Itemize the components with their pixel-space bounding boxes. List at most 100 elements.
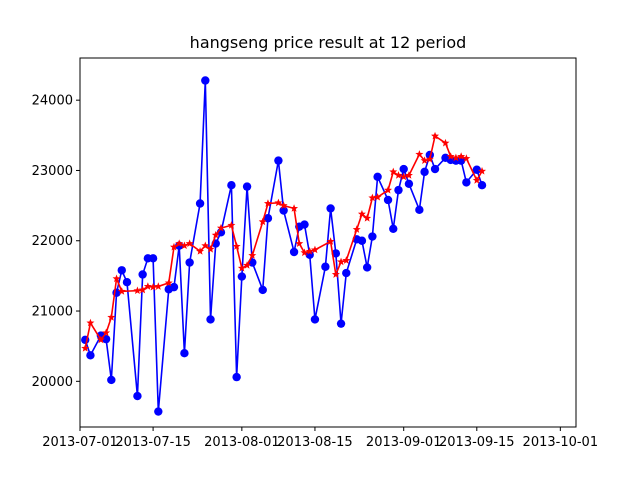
series-2-point: [81, 344, 90, 352]
series-2-point: [431, 131, 440, 140]
series-2-point: [389, 167, 398, 176]
series-2-point: [274, 198, 283, 207]
x-tick-label: 2013-08-01: [204, 435, 280, 450]
series-2-point: [399, 172, 408, 181]
series-1-point: [289, 247, 299, 257]
series-2-point: [154, 282, 163, 290]
series-1-point: [180, 349, 189, 358]
series-2-point: [337, 257, 346, 266]
series-2-point: [441, 138, 450, 147]
series-1-line: [84, 79, 483, 413]
series-2-point: [201, 241, 210, 250]
series-2-point: [243, 261, 252, 269]
series-2-point: [102, 328, 111, 337]
series-1-point: [300, 220, 309, 229]
series-1-point: [357, 236, 367, 245]
series-1-point: [342, 268, 351, 278]
series-2-point: [169, 242, 178, 251]
series-2-point: [357, 209, 366, 218]
series-2-point: [342, 256, 351, 264]
series-2-point: [425, 155, 434, 163]
series-2-point: [175, 239, 184, 247]
series-2-point: [373, 192, 382, 201]
series-2-point: [404, 171, 413, 179]
series-1-point: [373, 172, 382, 181]
series-1-point: [310, 315, 320, 324]
x-tick-label: 2013-08-15: [277, 435, 353, 450]
chart-title: hangseng price result at 12 period: [189, 33, 467, 52]
series-2-point: [133, 286, 142, 295]
y-tick-label: 24000: [32, 94, 73, 109]
series-1-point: [227, 181, 236, 190]
series-2-point: [384, 185, 393, 194]
series-1-point: [206, 315, 215, 324]
series-1-point: [237, 272, 247, 281]
series-1-point: [477, 181, 487, 190]
series-2-point: [279, 201, 288, 209]
series-2-point: [96, 335, 105, 344]
series-2-point: [331, 270, 340, 278]
series-2-point: [310, 245, 319, 254]
series-2-point: [232, 242, 241, 250]
series-2-point: [143, 282, 152, 290]
series-1-point: [331, 249, 341, 258]
series-2-point: [457, 152, 466, 160]
series-1-point: [389, 224, 398, 233]
series-2-point: [363, 214, 372, 222]
series-2-point: [472, 176, 481, 184]
series-2-point: [305, 247, 314, 255]
series-1-point: [138, 270, 147, 279]
series-2-point: [258, 217, 267, 226]
series-2-point: [248, 251, 257, 259]
series-2-point: [394, 171, 403, 179]
series-2-point: [206, 244, 215, 253]
series-2-point: [86, 318, 95, 327]
x-tick-label: 2013-09-15: [439, 435, 515, 450]
series-1-point: [258, 285, 267, 295]
series-2-point: [211, 230, 220, 239]
series-2-point: [263, 199, 272, 207]
y-tick-label: 23000: [32, 164, 73, 179]
series-1-point: [415, 205, 424, 215]
series-2-point: [138, 285, 147, 294]
series-1-point: [383, 195, 393, 205]
series-1-point: [154, 407, 163, 416]
series-2-point: [185, 239, 194, 247]
series-2-point: [216, 223, 225, 232]
series-1-point: [101, 334, 111, 344]
series-2-line: [84, 135, 483, 349]
series-1-point: [368, 232, 377, 241]
series-2-point: [462, 154, 471, 162]
series-2-point: [420, 156, 429, 165]
x-tick-label: 2013-10-01: [523, 435, 599, 450]
series-1-point: [321, 262, 330, 271]
y-tick-label: 20000: [32, 375, 73, 390]
series-1-point: [195, 199, 205, 208]
series-1-point: [117, 266, 126, 275]
series-1-point: [430, 164, 440, 174]
series-1-point: [185, 258, 194, 267]
series-1-point: [336, 319, 346, 328]
series-2-point: [107, 313, 116, 321]
series-2-point: [196, 247, 205, 255]
series-1-point: [404, 179, 414, 189]
series-1-point: [362, 263, 372, 272]
series-2-point: [180, 241, 189, 250]
series-2-point: [295, 239, 304, 247]
y-tick-label: 21000: [32, 305, 73, 320]
series-2-point: [415, 150, 424, 158]
series-2-point: [352, 225, 361, 233]
series-1-point: [232, 372, 241, 382]
series-1-point: [462, 178, 471, 187]
series-2-point: [478, 166, 487, 175]
series-1-point: [242, 182, 252, 191]
series-1-point: [122, 278, 132, 287]
series-2-point: [446, 152, 455, 160]
x-tick-label: 2013-07-01: [42, 435, 118, 450]
series-1-point: [274, 156, 283, 165]
series-1-point: [394, 185, 403, 195]
series-1-point: [399, 164, 408, 174]
series-2-point: [326, 237, 335, 245]
